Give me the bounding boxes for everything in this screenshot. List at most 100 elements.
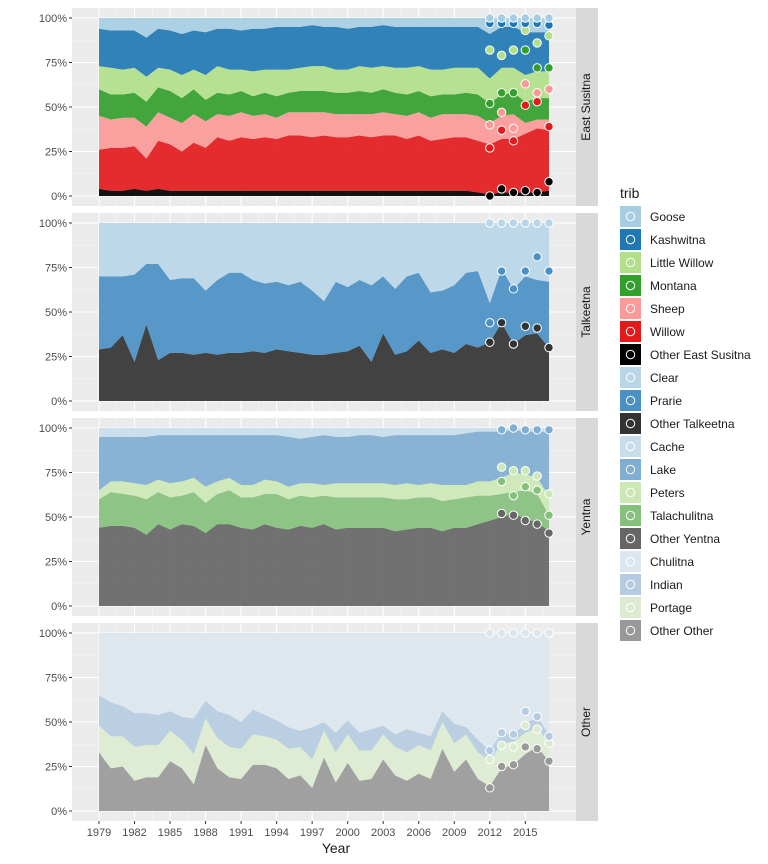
legend-label: Little Willow	[650, 256, 714, 270]
y-tick-label: 50%	[45, 717, 67, 729]
legend-item-other-talkeetna: Other Talkeetna	[620, 413, 735, 434]
data-point	[520, 45, 531, 55]
data-point	[520, 185, 531, 196]
data-point	[508, 284, 519, 294]
y-tick-label: 100%	[39, 423, 67, 435]
data-point	[508, 45, 519, 55]
legend-point	[625, 533, 636, 544]
legend-label: Sheep	[650, 302, 685, 316]
data-point	[496, 425, 507, 435]
legend-point	[625, 510, 636, 521]
data-point	[496, 218, 507, 228]
area-montana	[99, 87, 549, 127]
data-point	[485, 317, 495, 328]
data-point	[508, 510, 519, 520]
data-point	[532, 519, 542, 529]
legend-label: Other East Susitna	[650, 348, 751, 362]
data-point	[496, 50, 507, 61]
area-portage	[99, 718, 549, 788]
area-sheep	[99, 112, 549, 159]
legend-point	[625, 625, 636, 636]
data-point	[532, 724, 542, 734]
legend-item-kashwitna: Kashwitna	[620, 229, 706, 250]
data-point	[520, 425, 531, 435]
legend-label: Chulitna	[650, 555, 694, 569]
facet-strip-label: East Susitna	[579, 73, 593, 141]
data-point	[544, 13, 554, 23]
data-point	[520, 218, 531, 228]
data-point	[520, 482, 531, 492]
data-point	[508, 729, 519, 740]
area-peters	[99, 472, 549, 516]
legend-point	[625, 395, 636, 406]
area-talachulitna	[99, 490, 549, 535]
legend-item-goose: Goose	[620, 206, 686, 227]
data-point	[532, 88, 542, 98]
legend-point	[625, 326, 636, 337]
legend-point	[625, 234, 636, 245]
data-point	[485, 628, 495, 638]
data-point	[508, 13, 519, 23]
data-point	[532, 218, 542, 228]
x-tick-label: 1994	[264, 827, 288, 839]
data-point	[485, 98, 495, 109]
x-tick-label: 2003	[371, 827, 395, 839]
legend-label: Other Other	[650, 624, 713, 638]
legend-label: Indian	[650, 578, 683, 592]
data-point	[520, 515, 531, 526]
data-point	[508, 423, 519, 433]
data-point	[544, 342, 554, 353]
x-tick-label: 2006	[406, 827, 430, 839]
data-point	[508, 490, 519, 501]
legend-label: Montana	[650, 279, 697, 293]
legend-label: Peters	[650, 486, 685, 500]
data-point	[532, 252, 542, 262]
legend-point	[625, 211, 636, 222]
legend-item-sheep: Sheep	[620, 298, 685, 319]
y-tick-label: 75%	[45, 263, 67, 275]
data-point	[496, 317, 507, 328]
x-tick-label: 2009	[442, 827, 466, 839]
data-point	[496, 13, 507, 23]
legend-item-chulitna: Chulitna	[620, 551, 694, 572]
legend-item-talachulitna: Talachulitna	[620, 505, 714, 526]
data-point	[544, 121, 554, 132]
y-tick-label: 25%	[45, 352, 67, 364]
panel-talkeetna: 0% 25% 50% 75% 100% Talkeetna	[39, 213, 598, 411]
data-point	[532, 38, 542, 48]
data-point	[544, 756, 554, 766]
x-tick-label: 1991	[229, 827, 253, 839]
legend-item-prarie: Prarie	[620, 390, 682, 411]
facet-panels: 0% 25% 50% 75% 100% East Susitna 0% 25% 50% 75% 10…	[39, 8, 598, 821]
area-clear	[99, 223, 549, 304]
data-point	[532, 187, 542, 198]
x-tick-label: 1979	[87, 827, 111, 839]
area-lake	[99, 429, 549, 496]
legend-item-other-other: Other Other	[620, 620, 713, 641]
x-axis: 1979 1982 1985 1988 1991 1994 1997 2000 2003 2006…	[87, 821, 538, 839]
legend-label: Portage	[650, 601, 692, 615]
data-point	[508, 466, 519, 476]
legend-point	[625, 257, 636, 268]
data-point	[520, 742, 531, 752]
facet-strip-label: Talkeetna	[579, 286, 593, 338]
data-point	[508, 742, 519, 752]
legend-point	[625, 349, 636, 360]
legend-item-other-yentna: Other Yentna	[620, 528, 720, 549]
data-point	[544, 31, 554, 41]
data-point	[508, 760, 519, 770]
data-point	[496, 761, 507, 772]
legend-label: Cache	[650, 440, 685, 454]
data-point	[532, 96, 542, 107]
area-prarie	[99, 263, 549, 362]
data-point	[496, 628, 507, 638]
x-tick-label: 1997	[300, 827, 324, 839]
data-point	[544, 528, 554, 538]
data-point	[485, 191, 495, 201]
data-point	[508, 88, 519, 98]
facet-strip	[576, 418, 598, 616]
data-point	[520, 706, 531, 717]
legend-title: trib	[620, 185, 640, 201]
legend-point	[625, 464, 636, 475]
data-point	[544, 63, 554, 73]
